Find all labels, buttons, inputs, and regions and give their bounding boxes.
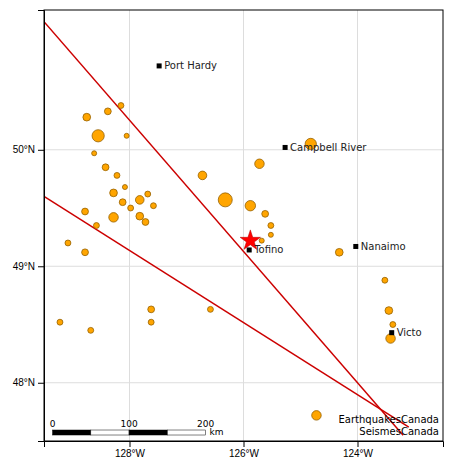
tick-label: 128°W — [115, 448, 146, 459]
city-marker — [353, 244, 358, 249]
earthquake — [83, 113, 91, 121]
chart: Port Hardy Campbell River Nanaimo Tofino Vic… — [0, 0, 455, 467]
earthquake — [335, 248, 343, 256]
earthquake — [198, 171, 207, 180]
earthquake — [148, 319, 154, 325]
earthquake — [382, 277, 388, 283]
earthquake — [150, 203, 156, 209]
city-marker — [157, 63, 162, 68]
title-line: SeismesCanada — [359, 426, 439, 437]
earthquake — [102, 164, 109, 171]
earthquake — [82, 249, 89, 256]
earthquake — [114, 172, 120, 178]
earthquake — [119, 199, 126, 206]
earthquake — [110, 189, 118, 197]
plot-frame — [44, 10, 443, 441]
earthquake — [385, 307, 393, 315]
title: EarthquakesCanadaSeismesCanada — [339, 414, 439, 437]
earthquake — [245, 200, 255, 210]
marks — [44, 22, 409, 436]
grid-line — [44, 266, 443, 267]
tick-label: 48°N — [13, 377, 35, 388]
earthquake — [268, 223, 274, 229]
earthquake — [128, 205, 134, 211]
grid-line — [357, 10, 358, 441]
grid-line — [243, 10, 244, 441]
scale-bar — [129, 430, 167, 435]
city-label: Tofino — [253, 244, 283, 255]
earthquake — [262, 210, 269, 217]
scale-bar — [91, 430, 129, 435]
tick-mark — [244, 441, 245, 447]
earthquake — [92, 130, 104, 142]
tick: 50°N — [13, 144, 44, 155]
earthquake — [65, 240, 71, 246]
tick-label: 126°W — [229, 448, 260, 459]
tick: 49°N — [13, 261, 44, 272]
tick-mark — [130, 441, 131, 447]
tick: 48°N — [13, 377, 44, 388]
city-label: Campbell River — [290, 142, 367, 153]
grid — [44, 10, 443, 441]
tick-mark — [358, 441, 359, 447]
earthquake — [207, 306, 213, 312]
earthquake — [255, 159, 265, 169]
earthquake — [82, 208, 89, 215]
axis-line — [38, 11, 45, 442]
earthquake — [312, 411, 322, 421]
scale-unit: km — [210, 427, 224, 437]
y-axis: 48°N 49°N 50°N — [13, 11, 45, 442]
earthquake — [104, 108, 111, 115]
title-line: EarthquakesCanada — [339, 414, 439, 425]
earthquake — [92, 151, 97, 156]
grid-line — [44, 382, 443, 383]
tick-label: 49°N — [13, 261, 35, 272]
tick-label: 50°N — [13, 144, 35, 155]
earthquake — [268, 232, 273, 237]
earthquake — [145, 191, 151, 197]
city-marker — [247, 247, 252, 252]
annotations: Port Hardy Campbell River Nanaimo Tofino Vic… — [50, 60, 439, 437]
tick-mark — [38, 383, 44, 384]
x-axis: 128°W 126°W 124°W — [45, 441, 444, 459]
scale-bar — [53, 430, 91, 435]
earthquake — [88, 327, 94, 333]
tick-mark — [38, 150, 44, 151]
earthquake — [124, 133, 129, 138]
axis-line — [45, 442, 444, 448]
earthquake — [57, 319, 63, 325]
city-marker — [389, 330, 394, 335]
fault-line — [44, 22, 403, 436]
earthquake — [148, 306, 155, 313]
earthquake — [135, 196, 144, 205]
grid-line — [44, 149, 443, 150]
grid-line — [129, 10, 130, 441]
earthquake — [118, 103, 124, 109]
city-label: Port Hardy — [164, 60, 217, 71]
tick-label: 124°W — [343, 448, 374, 459]
scale-label: 100 — [120, 419, 137, 429]
earthquake — [218, 193, 232, 207]
earthquake — [390, 322, 396, 328]
scale-label: 0 — [50, 419, 56, 429]
tick: 126°W — [229, 441, 260, 459]
city-marker — [283, 145, 288, 150]
earthquake — [142, 219, 149, 226]
tick: 124°W — [343, 441, 374, 459]
earthquake — [122, 185, 127, 190]
scale-bar — [167, 430, 205, 435]
earthquake — [136, 212, 144, 220]
city-label: Victo — [397, 327, 422, 338]
city-label: Nanaimo — [361, 241, 406, 252]
fault-line — [44, 196, 409, 427]
earthquake — [109, 213, 119, 223]
earthquake — [93, 223, 99, 229]
tick-mark — [38, 266, 44, 267]
tick: 128°W — [115, 441, 146, 459]
plot: Port Hardy Campbell River Nanaimo Tofino Vic… — [13, 10, 444, 459]
earthquake — [259, 238, 264, 243]
